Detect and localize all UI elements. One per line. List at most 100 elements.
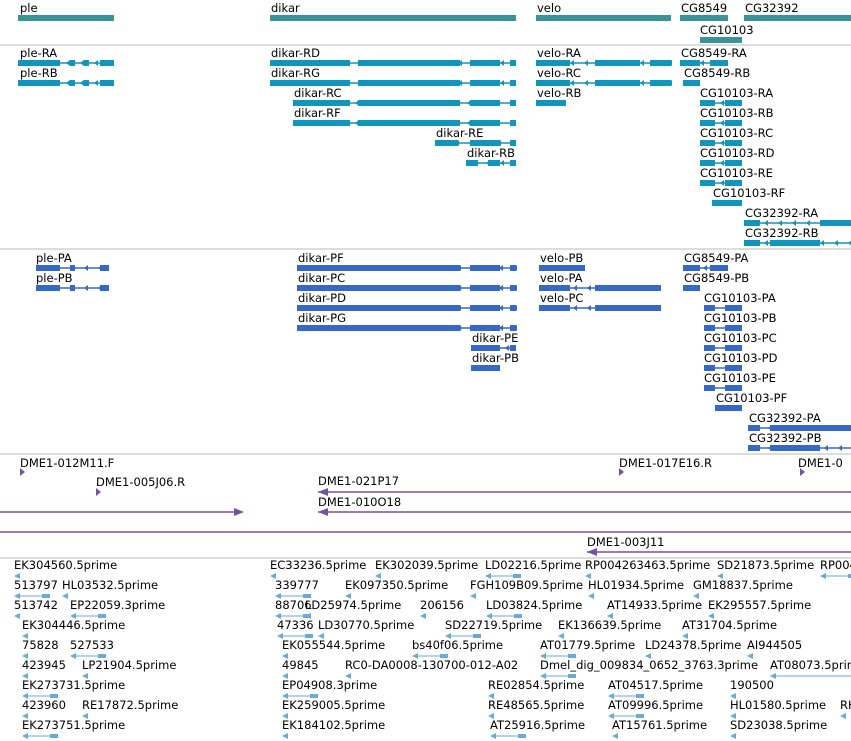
est-ek295557-5prime[interactable]: EK295557.5prime [708,598,811,619]
est-rh[interactable]: RH [840,698,851,719]
est-re48565-5prime[interactable]: RE48565.5prime [488,698,584,719]
est-at25916-5prime[interactable]: AT25916.5prime [490,718,585,739]
est-sd22719-5prime[interactable]: SD22719.5prime [445,618,542,639]
gene-velo[interactable]: velo [536,1,671,21]
est-ek304560-5prime[interactable]: EK304560.5prime [14,558,117,579]
transcript-dikar-rc[interactable]: dikar-RC [293,86,516,106]
est-at04517-5prime[interactable]: AT04517.5prime [608,678,703,699]
clone-dme1-010o18[interactable]: DME1-010O18 [318,495,851,516]
clone-dme1-017e16-r[interactable]: DME1-017E16.R [619,456,712,476]
gene-bar[interactable] [700,37,742,43]
transcript-velo-rb[interactable]: velo-RB [536,86,581,106]
est-dmel-dig-009834-0652-3763-3prime[interactable]: Dmel_dig_009834_0652_3763.3prime [540,658,758,679]
est-ek136639-5prime[interactable]: EK136639.5prime [558,618,661,639]
transcript-cg10103-rb[interactable]: CG10103-RB [700,106,774,126]
est-at14933-5prime[interactable]: AT14933.5prime [607,598,702,619]
est-75828[interactable]: 75828 [22,638,59,659]
transcript-cg8549-ra[interactable]: CG8549-RA [680,46,747,66]
est-513742[interactable]: 513742 [14,598,58,619]
est-ek302039-5prime[interactable]: EK302039.5prime [375,558,478,579]
est-hl01580-5prime[interactable]: HL01580.5prime [730,698,826,719]
est-lp21904-5prime[interactable]: LP21904.5prime [82,658,176,679]
transcript-dikar-rf[interactable]: dikar-RF [293,106,516,126]
transcript-velo-pa[interactable]: velo-PA [539,271,661,291]
transcript-cg8549-pb[interactable]: CG8549-PB [683,271,749,291]
est-sd23038-5prime[interactable]: SD23038.5prime [730,718,827,739]
transcript-cg10103-pb[interactable]: CG10103-PB [704,311,777,331]
clone-dme1-012m11-f[interactable]: DME1-012M11.F [20,456,114,476]
gene-bar[interactable] [536,15,671,21]
transcript-cg10103-rc[interactable]: CG10103-RC [700,126,773,146]
gene-ple[interactable]: ple [18,1,114,21]
est-bs40f06-5prime[interactable]: bs40f06.5prime [412,638,503,659]
transcript-ple-ra[interactable]: ple-RA [18,46,114,66]
est-513797[interactable]: 513797 [14,578,58,599]
est-at31704-5prime[interactable]: AT31704.5prime [682,618,777,639]
est-gm18837-5prime[interactable]: GM18837.5prime [693,578,793,599]
gene-cg8549[interactable]: CG8549 [680,1,728,21]
est-re17872-5prime[interactable]: RE17872.5prime [82,698,178,719]
est-47336[interactable]: 47336 [277,618,314,639]
clone-dme1-0[interactable]: DME1-0 [798,456,843,476]
transcript-cg32392-pa[interactable]: CG32392-PA [748,411,851,431]
est-423960[interactable]: 423960 [22,698,66,719]
clone-dme1-021p17[interactable]: DME1-021P17 [318,474,851,496]
est-ek259005-5prime[interactable]: EK259005.5prime [282,698,385,719]
transcript-dikar-rd[interactable]: dikar-RD [270,46,516,66]
est-fgh109b09-5prime[interactable]: FGH109B09.5prime [470,578,583,599]
est-at01779-5prime[interactable]: AT01779.5prime [540,638,635,659]
transcript-cg8549-pa[interactable]: CG8549-PA [683,251,749,271]
est-hl01934-5prime[interactable]: HL01934.5prime [588,578,684,599]
transcript-ple-pb[interactable]: ple-PB [36,271,109,291]
transcript-dikar-pe[interactable]: dikar-PE [471,331,518,351]
est-206156[interactable]: 206156 [420,598,464,619]
transcript-dikar-rg[interactable]: dikar-RG [270,66,516,86]
est-at15761-5prime[interactable]: AT15761.5prime [612,718,707,739]
est-ep22059-3prime[interactable]: EP22059.3prime [70,598,165,619]
transcript-ple-rb[interactable]: ple-RB [18,66,114,86]
transcript-cg8549-rb[interactable]: CG8549-RB [683,66,750,86]
est-re02854-5prime[interactable]: RE02854.5prime [488,678,584,699]
transcript-dikar-pc[interactable]: dikar-PC [297,271,517,291]
transcript-velo-rc[interactable]: velo-RC [536,66,672,86]
est-190500[interactable]: 190500 [730,678,774,699]
transcript-cg10103-rf[interactable]: CG10103-RF [712,186,785,206]
transcript-cg32392-pb[interactable]: CG32392-PB [748,431,851,451]
gene-bar[interactable] [680,15,728,21]
est-ld24378-5prime[interactable]: LD24378.5prime [645,638,741,659]
transcript-cg32392-ra[interactable]: CG32392-RA [744,206,851,226]
est-ek055544-5prime[interactable]: EK055544.5prime [282,638,385,659]
est-ek273731-5prime[interactable]: EK273731.5prime [22,678,125,699]
est-rp004263463-5prime[interactable]: RP004263463.5prime [585,558,710,579]
est-423945[interactable]: 423945 [22,658,66,679]
est-ek184102-5prime[interactable]: EK184102.5prime [282,718,385,739]
gene-bar[interactable] [744,15,851,21]
est-at09996-5prime[interactable]: AT09996.5prime [608,698,703,719]
transcript-cg10103-pa[interactable]: CG10103-PA [704,291,776,311]
transcript-dikar-re[interactable]: dikar-RE [435,126,516,146]
transcript-cg32392-rb[interactable]: CG32392-RB [744,226,851,246]
est-49845[interactable]: 49845 [282,658,319,679]
transcript-velo-ra[interactable]: velo-RA [536,46,672,66]
gene-bar[interactable] [18,15,114,21]
transcript-dikar-pb[interactable]: dikar-PB [471,351,519,371]
transcript-cg10103-ra[interactable]: CG10103-RA [700,86,773,106]
est-ek304446-5prime[interactable]: EK304446.5prime [22,618,125,639]
transcript-velo-pb[interactable]: velo-PB [539,251,585,271]
gene-dikar[interactable]: dikar [270,1,516,21]
transcript-cg10103-pd[interactable]: CG10103-PD [704,351,778,371]
est-ld03824-5prime[interactable]: LD03824.5prime [486,598,582,619]
est-rp004[interactable]: RP004 [820,558,851,579]
est-hl03532-5prime[interactable]: HL03532.5prime [62,578,158,599]
est-ep04908-3prime[interactable]: EP04908.3prime [282,678,377,699]
est-ek273751-5prime[interactable]: EK273751.5prime [22,718,125,739]
est-ld25974-5prime[interactable]: LD25974.5prime [305,598,401,619]
transcript-dikar-pd[interactable]: dikar-PD [297,291,517,311]
transcript-dikar-pf[interactable]: dikar-PF [297,251,517,271]
transcript-velo-pc[interactable]: velo-PC [539,291,661,311]
transcript-ple-pa[interactable]: ple-PA [36,251,109,271]
est-ek097350-5prime[interactable]: EK097350.5prime [345,578,448,599]
est-ec33236-5prime[interactable]: EC33236.5prime [270,558,366,579]
transcript-cg10103-pf[interactable]: CG10103-PF [715,391,787,411]
transcript-cg10103-re[interactable]: CG10103-RE [700,166,773,186]
